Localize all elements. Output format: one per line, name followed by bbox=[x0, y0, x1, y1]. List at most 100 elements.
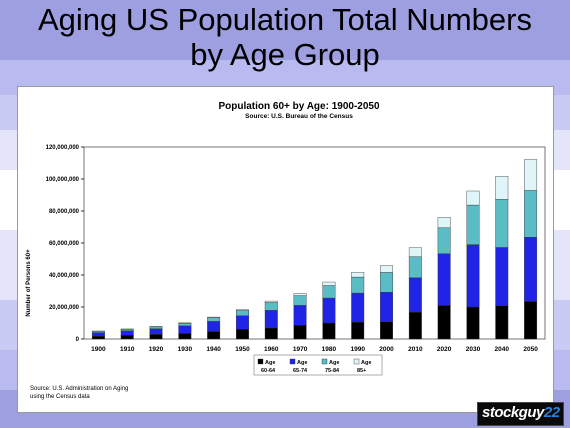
x-tick-label: 1960 bbox=[264, 346, 279, 353]
legend-label-range: 85+ bbox=[357, 368, 366, 374]
bar-segment-age-65-74-1900 bbox=[91, 332, 105, 337]
bar-segment-age-60-64-1910 bbox=[120, 335, 134, 340]
legend-box bbox=[253, 354, 383, 376]
x-tick-label: 1990 bbox=[350, 346, 365, 353]
bar-segment-age-85--2030 bbox=[466, 190, 480, 206]
bar-segment-age-65-74-1980 bbox=[322, 297, 336, 324]
legend-label: Age bbox=[361, 360, 371, 366]
x-tick-label: 2050 bbox=[523, 346, 538, 353]
legend-label-range: 60-64 bbox=[261, 368, 276, 374]
plot-area: 0 20,000,000 40,000,000 60,000,000 80,000,00… bbox=[46, 145, 546, 353]
bar-segment-age-65-74-2040 bbox=[495, 247, 509, 306]
legend-swatch bbox=[353, 358, 360, 365]
slide-title-line2: by Age Group bbox=[190, 37, 380, 72]
stacked-bar-chart: Population 60+ by Age: 1900-2050 Source:… bbox=[26, 101, 546, 376]
bar-segment-age-85--1960 bbox=[264, 300, 278, 303]
bar-segment-age-75-84-1950 bbox=[236, 310, 249, 317]
bar-segment-age-65-74-1940 bbox=[207, 321, 221, 332]
bar-segment-age-60-64-1920 bbox=[149, 334, 163, 340]
bar-segment-age-60-64-1960 bbox=[264, 327, 278, 340]
legend-label-range: 75-84 bbox=[325, 368, 340, 374]
stockguy-logo: stockguy22 bbox=[477, 402, 564, 426]
bar-segment-age-75-84-2010 bbox=[408, 256, 422, 278]
chart-title: Population 60+ by Age: 1900-2050 bbox=[218, 101, 380, 112]
bar-segment-age-75-84-1930 bbox=[178, 323, 192, 327]
y-tick-label: 80,000,000 bbox=[49, 209, 80, 215]
y-axis-label: Number of Persons 60+ bbox=[26, 249, 32, 317]
bar-segment-age-60-64-1990 bbox=[351, 321, 365, 340]
bar-segment-age-60-64-2010 bbox=[408, 311, 422, 340]
bar-segment-age-60-64-1930 bbox=[178, 333, 192, 340]
logo-text: stockguy22 bbox=[482, 404, 560, 421]
bar-segment-age-60-64-2050 bbox=[524, 301, 538, 340]
bar-segment-age-60-64-1950 bbox=[236, 329, 249, 340]
bar-segment-age-65-74-2020 bbox=[437, 253, 451, 306]
bar-segment-age-85--2050 bbox=[524, 159, 538, 191]
legend-label: Age bbox=[265, 360, 275, 366]
bar-segment-age-60-64-1900 bbox=[91, 335, 105, 340]
bar-segment-age-65-74-1990 bbox=[351, 292, 365, 323]
legend-label: Age bbox=[297, 360, 307, 366]
chart-subtitle: Source: U.S. Bureau of the Census bbox=[245, 113, 353, 120]
bar-segment-age-75-84-1990 bbox=[351, 276, 365, 294]
bar-segment-age-85--2020 bbox=[437, 217, 451, 229]
bar-segment-age-75-84-1900 bbox=[91, 330, 105, 333]
x-tick-label: 1940 bbox=[206, 346, 221, 353]
bar-segment-age-75-84-2030 bbox=[466, 204, 480, 245]
legend-label: Age bbox=[329, 360, 339, 366]
x-tick-label: 2030 bbox=[466, 346, 481, 353]
bar-segment-age-85--1970 bbox=[293, 293, 307, 296]
legend-swatch bbox=[321, 358, 328, 365]
y-tick-label: 20,000,000 bbox=[49, 305, 80, 311]
x-tick-label: 1950 bbox=[235, 346, 250, 353]
bar-segment-age-85--1990 bbox=[351, 272, 365, 278]
x-tick-label: 1930 bbox=[178, 346, 193, 353]
bar-segment-age-65-74-1960 bbox=[264, 310, 278, 329]
bar-segment-age-85--1980 bbox=[322, 281, 336, 286]
bar-segment-age-65-74-1970 bbox=[293, 305, 307, 326]
x-tick-label: 1900 bbox=[91, 346, 106, 353]
bar-segment-age-75-84-2050 bbox=[524, 190, 538, 238]
bar-segment-age-65-74-2010 bbox=[408, 277, 422, 313]
bar-segment-age-85--1950 bbox=[236, 309, 249, 311]
bar-segment-age-65-74-2050 bbox=[524, 237, 538, 302]
bar-segment-age-60-64-2040 bbox=[495, 305, 509, 340]
bar-segment-age-85--2000 bbox=[380, 265, 393, 273]
bar-segment-age-75-84-1970 bbox=[293, 295, 307, 306]
x-tick-label: 2000 bbox=[379, 346, 394, 353]
x-tick-label: 2040 bbox=[495, 346, 510, 353]
logo-word: stockguy bbox=[482, 404, 544, 421]
bar-segment-age-60-64-1970 bbox=[293, 325, 307, 340]
bar-segment-age-75-84-2000 bbox=[380, 272, 393, 293]
x-tick-label: 1910 bbox=[120, 346, 135, 353]
bar-segment-age-75-84-1910 bbox=[120, 329, 134, 332]
legend-swatch bbox=[257, 358, 264, 365]
bar-segment-age-75-84-2020 bbox=[437, 227, 451, 254]
bar-segment-age-60-64-1980 bbox=[322, 322, 336, 340]
x-tick-label: 2010 bbox=[408, 346, 423, 353]
bar-segment-age-85--2040 bbox=[495, 176, 509, 200]
y-tick-label: 100,000,000 bbox=[46, 177, 80, 183]
bar-segment-age-60-64-2030 bbox=[466, 306, 480, 340]
x-tick-label: 1920 bbox=[149, 346, 164, 353]
legend-swatch bbox=[289, 358, 296, 365]
bar-segment-age-85--1940 bbox=[207, 316, 221, 318]
bar-segment-age-85--2010 bbox=[408, 247, 422, 257]
legend: Age 60-64 Age 65-74 Age 75-84 Age 85+ bbox=[253, 354, 383, 376]
bar-segment-age-60-64-2000 bbox=[380, 321, 393, 340]
y-tick-label: 120,000,000 bbox=[46, 145, 80, 151]
bar-segment-age-75-84-2040 bbox=[495, 199, 509, 248]
chart-panel: Population 60+ by Age: 1900-2050 Source:… bbox=[17, 86, 554, 413]
y-tick-label: 0 bbox=[76, 337, 80, 343]
bar-segment-age-65-74-1950 bbox=[236, 315, 249, 330]
legend-label-range: 65-74 bbox=[293, 368, 308, 374]
slide-title: Aging US Population Total Numbers by Age… bbox=[0, 2, 570, 72]
y-tick-label: 40,000,000 bbox=[49, 273, 80, 279]
slide-title-line1: Aging US Population Total Numbers bbox=[38, 2, 532, 37]
bar-segment-age-65-74-1930 bbox=[178, 325, 192, 334]
bar-segment-age-75-84-1980 bbox=[322, 285, 336, 299]
logo-number: 22 bbox=[543, 404, 560, 421]
bar-segment-age-65-74-2000 bbox=[380, 292, 393, 322]
bar-segment-age-65-74-1910 bbox=[120, 330, 134, 336]
source-note: Source: U.S. Administration on Aging usi… bbox=[30, 386, 129, 400]
